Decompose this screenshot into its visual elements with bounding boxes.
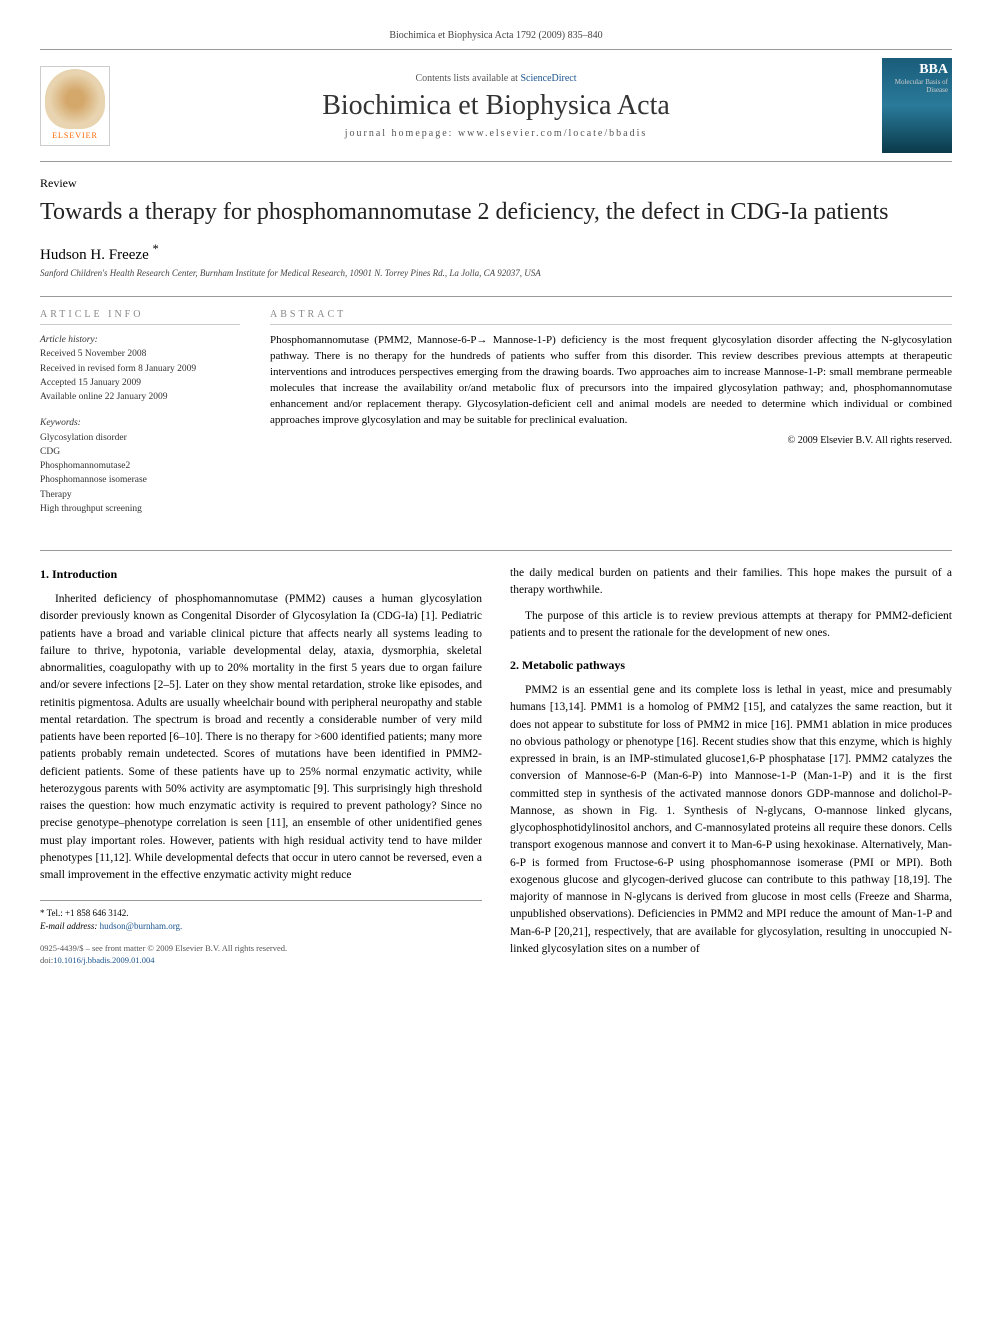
- homepage-url[interactable]: www.elsevier.com/locate/bbadis: [458, 128, 647, 139]
- info-abstract-row: ARTICLE INFO Article history: Received 5…: [40, 296, 952, 528]
- homepage-line: journal homepage: www.elsevier.com/locat…: [110, 128, 882, 139]
- contents-line: Contents lists available at ScienceDirec…: [110, 73, 882, 84]
- article-type: Review: [40, 176, 952, 191]
- journal-header-bar: ELSEVIER Contents lists available at Sci…: [40, 49, 952, 162]
- author-email[interactable]: hudson@burnham.org.: [100, 921, 183, 931]
- keyword: Phosphomannose isomerase: [40, 473, 240, 487]
- abstract-header: ABSTRACT: [270, 309, 952, 325]
- section-1-heading: 1. Introduction: [40, 565, 482, 583]
- body-paragraph: PMM2 is an essential gene and its comple…: [510, 682, 952, 958]
- bba-cover-icon: BBA Molecular Basis of Disease: [882, 58, 952, 153]
- abstract-text: Phosphomannomutase (PMM2, Mannose-6-P→ M…: [270, 333, 952, 429]
- history-label: Article history:: [40, 333, 240, 347]
- abstract-column: ABSTRACT Phosphomannomutase (PMM2, Manno…: [270, 309, 952, 528]
- homepage-prefix: journal homepage:: [345, 128, 458, 139]
- history-line: Received in revised form 8 January 2009: [40, 362, 240, 376]
- abstract-copyright: © 2009 Elsevier B.V. All rights reserved…: [270, 435, 952, 446]
- history-line: Received 5 November 2008: [40, 347, 240, 361]
- corresponding-author-block: * Tel.: +1 858 646 3142. E-mail address:…: [40, 900, 482, 966]
- corr-tel: * Tel.: +1 858 646 3142.: [40, 907, 482, 920]
- body-paragraph: the daily medical burden on patients and…: [510, 565, 952, 600]
- body-column-left: 1. Introduction Inherited deficiency of …: [40, 565, 482, 966]
- author-name: Hudson H. Freeze: [40, 247, 149, 263]
- body-paragraph: Inherited deficiency of phosphomannomuta…: [40, 591, 482, 884]
- bba-logo-text: BBA: [919, 62, 948, 78]
- keyword: High throughput screening: [40, 502, 240, 516]
- article-title: Towards a therapy for phosphomannomutase…: [40, 197, 952, 228]
- author-marker: *: [152, 242, 158, 256]
- body-paragraph: The purpose of this article is to review…: [510, 608, 952, 643]
- running-head: Biochimica et Biophysica Acta 1792 (2009…: [40, 30, 952, 41]
- body-columns: 1. Introduction Inherited deficiency of …: [40, 550, 952, 966]
- email-label: E-mail address:: [40, 921, 97, 931]
- sciencedirect-link[interactable]: ScienceDirect: [520, 73, 576, 84]
- section-2-heading: 2. Metabolic pathways: [510, 656, 952, 674]
- doi-link[interactable]: 10.1016/j.bbadis.2009.01.004: [53, 955, 154, 965]
- keyword: Phosphomannomutase2: [40, 459, 240, 473]
- front-matter-line: 0925-4439/$ – see front matter © 2009 El…: [40, 943, 482, 955]
- elsevier-tree-icon: [45, 69, 105, 129]
- keyword: Glycosylation disorder: [40, 431, 240, 445]
- keywords-block: Keywords: Glycosylation disorder CDG Pho…: [40, 416, 240, 516]
- article-history-block: Article history: Received 5 November 200…: [40, 333, 240, 404]
- keyword: Therapy: [40, 488, 240, 502]
- journal-name: Biochimica et Biophysica Acta: [110, 90, 882, 122]
- contents-prefix: Contents lists available at: [415, 73, 520, 84]
- history-line: Available online 22 January 2009: [40, 390, 240, 404]
- body-column-right: the daily medical burden on patients and…: [510, 565, 952, 966]
- history-line: Accepted 15 January 2009: [40, 376, 240, 390]
- author-line: Hudson H. Freeze *: [40, 242, 952, 264]
- elsevier-logo: ELSEVIER: [40, 66, 110, 146]
- footer-bottom: 0925-4439/$ – see front matter © 2009 El…: [40, 943, 482, 967]
- bba-logo-subtitle: Molecular Basis of Disease: [882, 78, 948, 94]
- article-info-header: ARTICLE INFO: [40, 309, 240, 325]
- affiliation: Sanford Children's Health Research Cente…: [40, 268, 952, 278]
- elsevier-label: ELSEVIER: [52, 131, 98, 140]
- keywords-label: Keywords:: [40, 416, 240, 430]
- keyword: CDG: [40, 445, 240, 459]
- header-center: Contents lists available at ScienceDirec…: [110, 73, 882, 139]
- doi-label: doi:: [40, 955, 53, 965]
- article-info-column: ARTICLE INFO Article history: Received 5…: [40, 309, 240, 528]
